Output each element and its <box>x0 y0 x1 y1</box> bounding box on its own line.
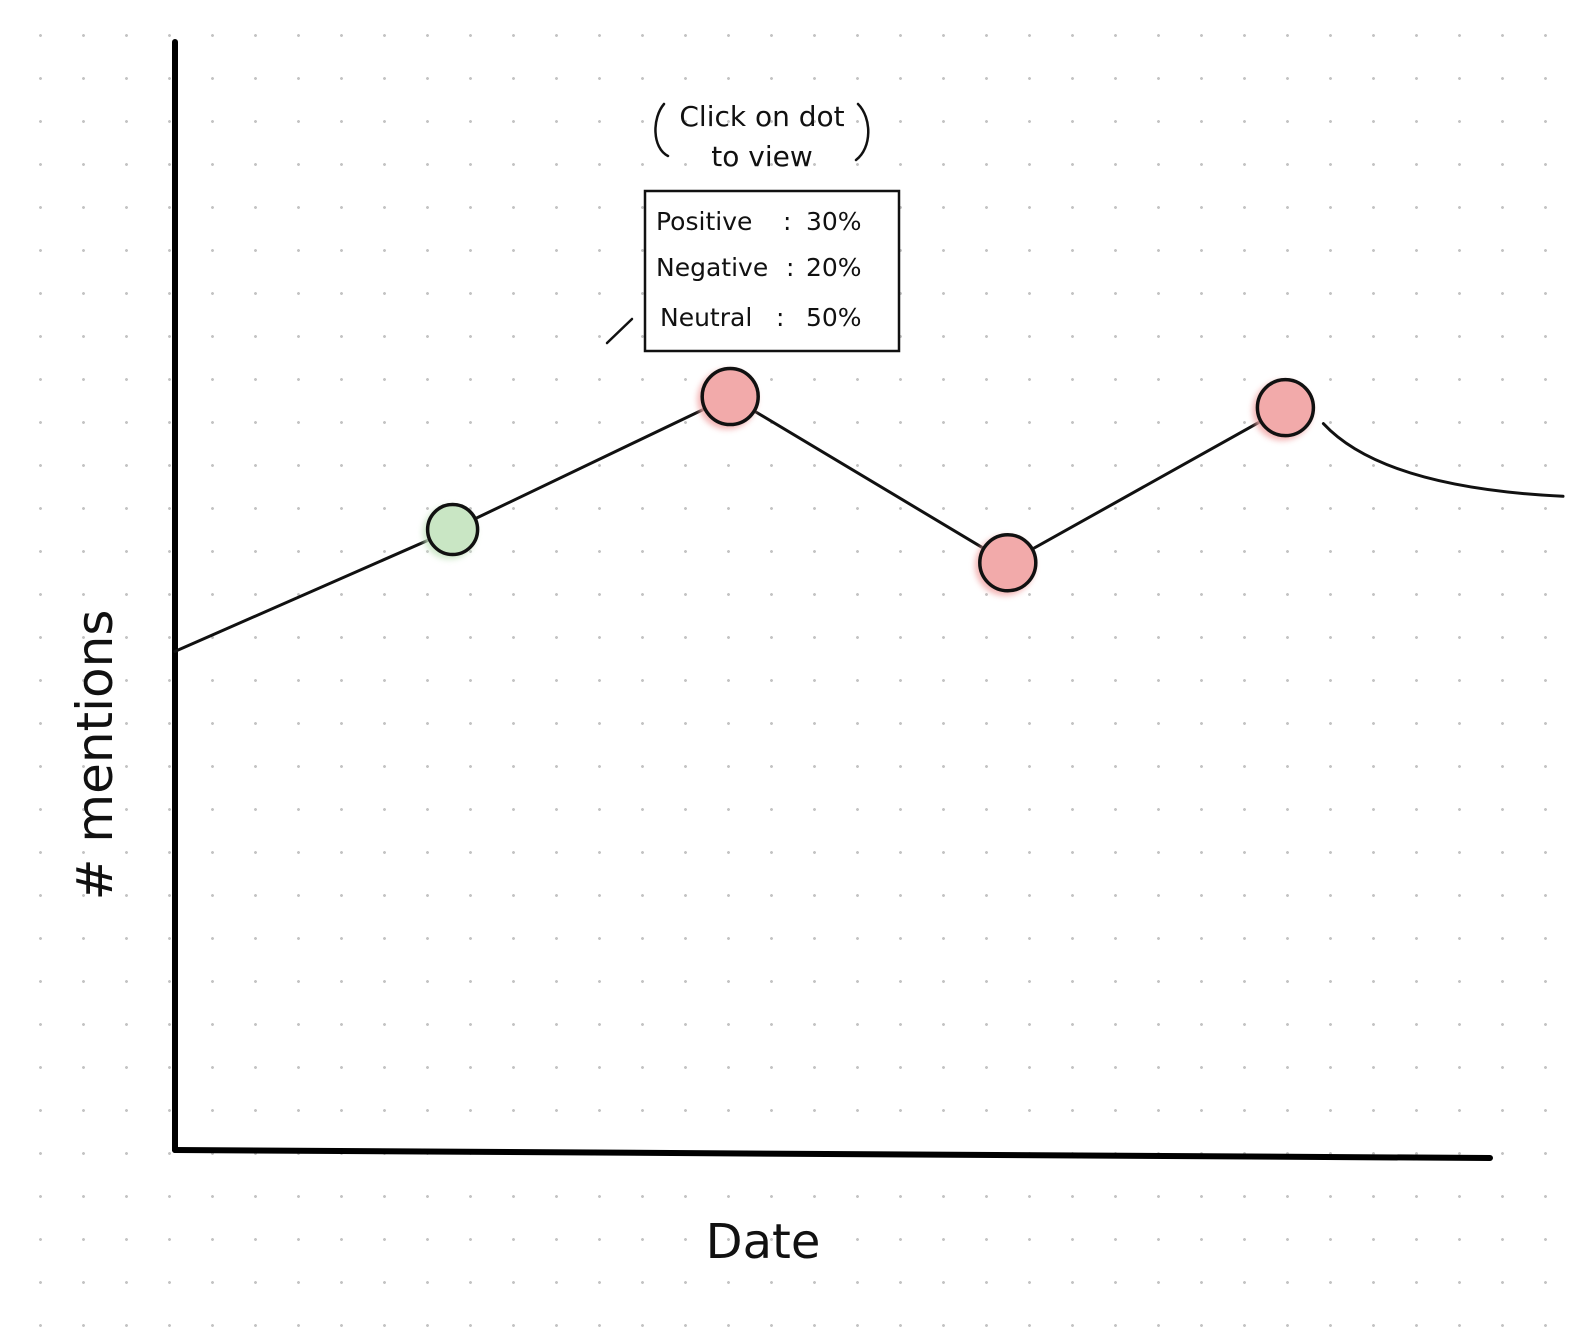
mentions-line-tail <box>1321 422 1565 498</box>
x-axis-label: Date <box>706 1214 821 1270</box>
hint-annotation: Click on dot to view <box>654 100 870 173</box>
data-point-negative[interactable] <box>1255 377 1316 438</box>
tooltip-neutral-label: Neutral <box>660 303 752 332</box>
mentions-line <box>173 395 1287 653</box>
y-axis-label: # mentions <box>66 610 124 901</box>
tooltip-positive-sep: : <box>783 207 791 236</box>
tooltip-negative-value: 20% <box>806 253 862 282</box>
data-point-positive[interactable] <box>425 502 480 557</box>
data-point-negative[interactable] <box>700 366 760 427</box>
tooltip-neutral-value: 50% <box>806 303 862 332</box>
data-points <box>422 366 1316 596</box>
tooltip-neutral-sep: : <box>776 303 784 332</box>
sentiment-tooltip: Positive : 30% Negative : 20% Neutral : … <box>605 189 901 353</box>
hint-line-2: to view <box>711 140 813 173</box>
tooltip-positive-label: Positive <box>656 207 752 236</box>
hint-line-1: Click on dot <box>679 100 844 133</box>
tooltip-box <box>643 189 901 353</box>
tooltip-negative-sep: : <box>786 253 794 282</box>
tooltip-positive-value: 30% <box>806 207 862 236</box>
tooltip-negative-label: Negative <box>656 253 768 282</box>
x-axis-line <box>172 1147 1493 1161</box>
data-point-negative[interactable] <box>978 533 1038 593</box>
tooltip-pointer <box>605 317 634 345</box>
